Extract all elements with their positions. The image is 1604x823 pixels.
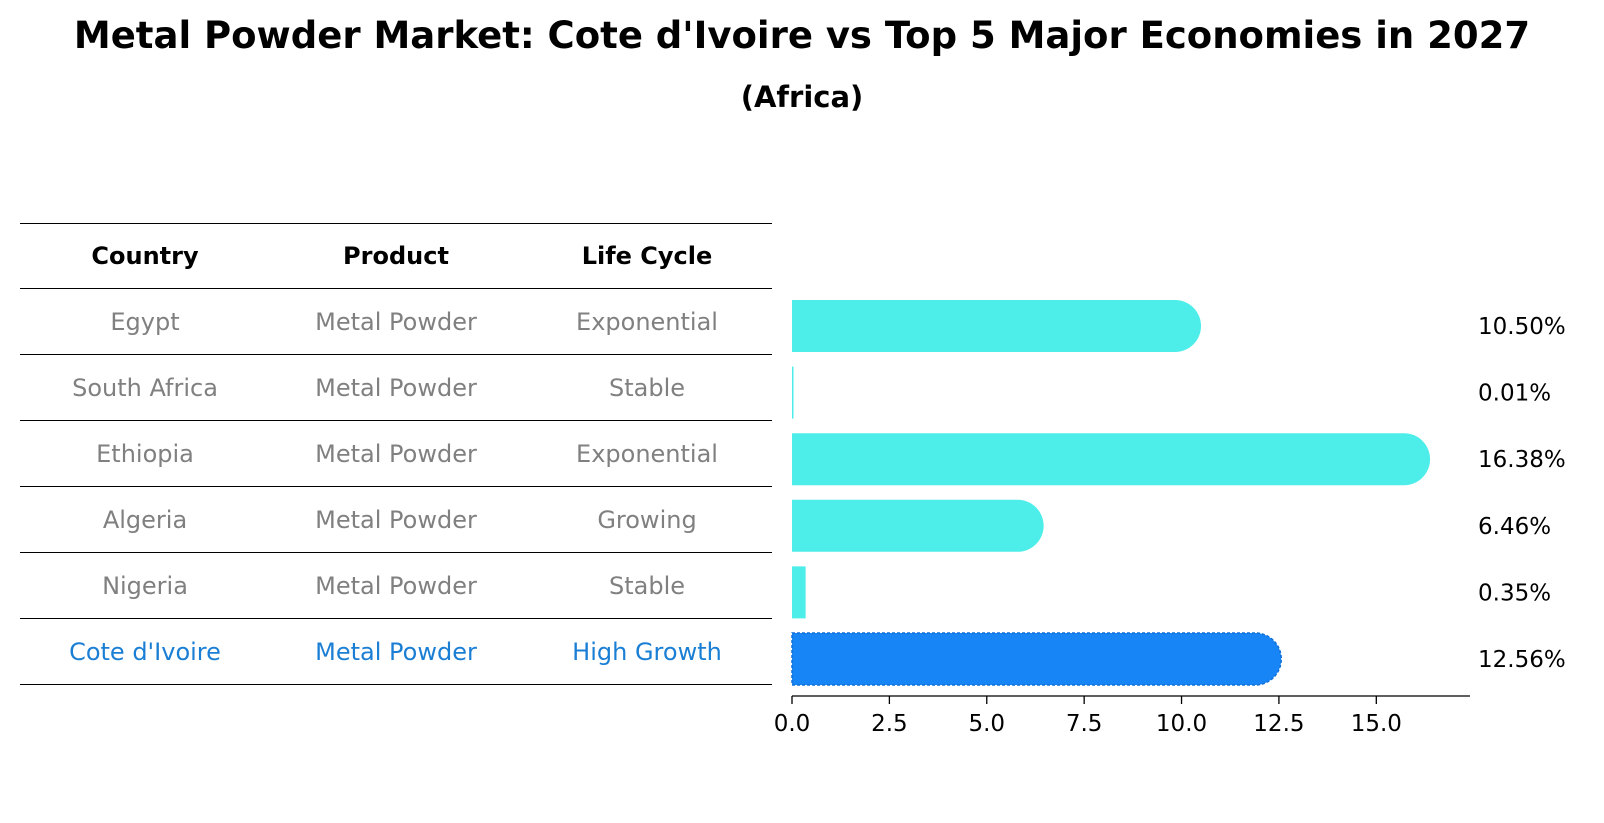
bar-south-africa — [792, 366, 794, 419]
x-tick-label: 12.5 — [1253, 711, 1304, 737]
table-row: Egypt Metal Powder Exponential — [20, 289, 772, 355]
bar-nigeria — [792, 566, 806, 619]
life-cycle-cell: Stable — [608, 571, 686, 600]
bar-cote-d-ivoire — [791, 632, 1283, 686]
bar-value-label: 16.38% — [1478, 447, 1566, 473]
country-cell: South Africa — [72, 373, 218, 402]
x-tick-label: 7.5 — [1066, 711, 1103, 737]
product-cell: Metal Powder — [315, 373, 477, 402]
table-header-row: Country Product Life Cycle — [20, 223, 772, 289]
x-tick-label: 5.0 — [968, 711, 1005, 737]
bar-value-label: 10.50% — [1478, 314, 1566, 340]
country-cell: Cote d'Ivoire — [69, 637, 221, 666]
table-row: Nigeria Metal Powder Stable — [20, 553, 772, 619]
x-tick-label: 0.0 — [774, 711, 811, 737]
country-cell: Algeria — [102, 505, 188, 534]
product-cell: Metal Powder — [315, 637, 477, 666]
bar-ethiopia — [792, 433, 1431, 486]
chart-subtitle: (Africa) — [740, 80, 864, 114]
bar-value-label: 12.56% — [1478, 647, 1566, 673]
product-cell: Metal Powder — [315, 439, 477, 468]
product-cell: Metal Powder — [315, 571, 477, 600]
bar-egypt — [792, 300, 1202, 352]
bar-algeria — [792, 499, 1044, 552]
country-cell: Ethiopia — [96, 439, 194, 468]
life-cycle-cell: High Growth — [572, 637, 722, 666]
life-cycle-cell: Growing — [597, 505, 697, 534]
table-row-highlight: Cote d'Ivoire Metal Powder High Growth — [20, 619, 772, 685]
bar-value-label: 6.46% — [1478, 514, 1551, 540]
x-tick-label: 10.0 — [1156, 711, 1207, 737]
life-cycle-cell: Exponential — [576, 439, 718, 468]
table-row: Algeria Metal Powder Growing — [20, 487, 772, 553]
x-tick-label: 2.5 — [871, 711, 908, 737]
bar-value-label: 0.35% — [1478, 580, 1551, 606]
chart-title: Metal Powder Market: Cote d'Ivoire vs To… — [73, 14, 1531, 57]
country-cell: Nigeria — [102, 571, 188, 600]
header-life-cycle: Life Cycle — [581, 242, 713, 270]
x-tick-label: 15.0 — [1351, 711, 1402, 737]
bar-value-label: 0.01% — [1478, 381, 1551, 407]
product-cell: Metal Powder — [315, 505, 477, 534]
life-cycle-cell: Stable — [608, 373, 686, 402]
table-row: South Africa Metal Powder Stable — [20, 355, 772, 421]
life-cycle-cell: Exponential — [576, 307, 718, 336]
header-product: Product — [343, 242, 449, 270]
country-table: Country Product Life Cycle Egypt Metal P… — [20, 223, 772, 685]
product-cell: Metal Powder — [315, 307, 477, 336]
header-country: Country — [91, 242, 199, 270]
table-row: Ethiopia Metal Powder Exponential — [20, 421, 772, 487]
country-cell: Egypt — [110, 307, 180, 336]
